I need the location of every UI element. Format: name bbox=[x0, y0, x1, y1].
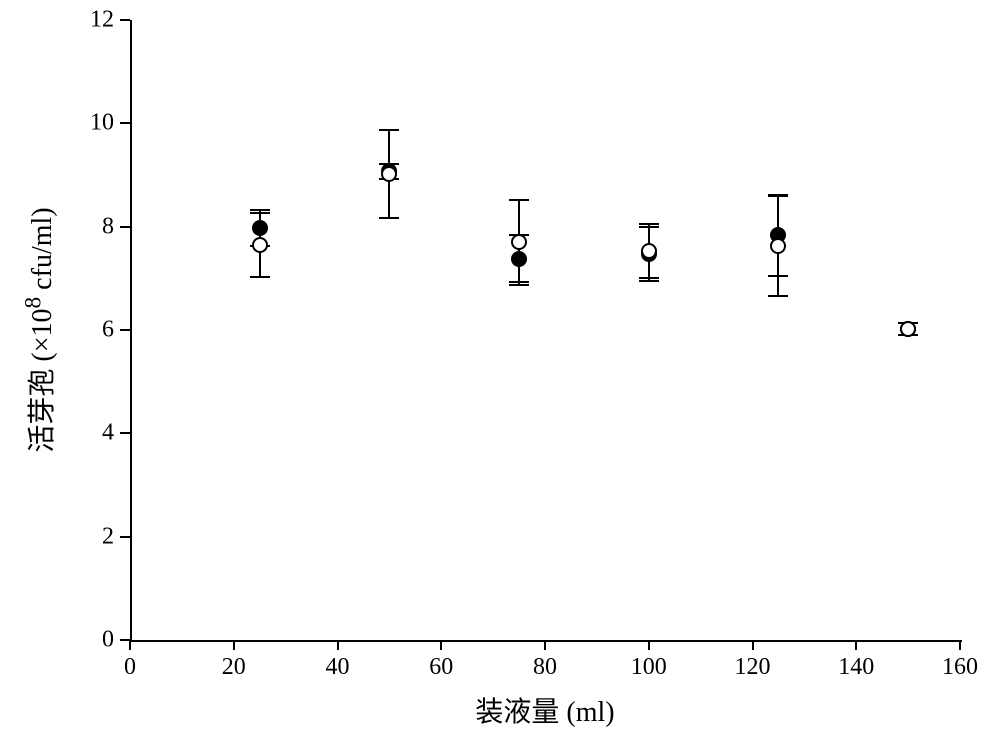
x-tick bbox=[855, 640, 857, 650]
x-tick bbox=[337, 640, 339, 650]
x-tick bbox=[440, 640, 442, 650]
x-tick-label: 0 bbox=[124, 654, 136, 681]
y-tick-label: 8 bbox=[82, 213, 114, 240]
y-axis-label: 活芽孢 (×108 cfu/ml) bbox=[20, 207, 60, 452]
x-tick-label: 20 bbox=[222, 654, 246, 681]
y-tick bbox=[120, 329, 130, 331]
x-tick bbox=[959, 640, 961, 650]
x-axis-label: 装液量 (ml) bbox=[475, 690, 614, 730]
y-tick-label: 0 bbox=[82, 627, 114, 654]
error-bar-cap bbox=[639, 280, 659, 282]
y-axis-label-text: 活芽孢 (×108 cfu/ml) bbox=[27, 207, 58, 452]
error-bar-cap bbox=[250, 276, 270, 278]
error-bar-cap bbox=[379, 217, 399, 219]
x-tick bbox=[129, 640, 131, 650]
data-point-open bbox=[252, 237, 268, 253]
data-point-open bbox=[381, 166, 397, 182]
error-bar-cap bbox=[639, 277, 659, 279]
x-tick-label: 80 bbox=[533, 654, 557, 681]
error-bar-cap bbox=[768, 295, 788, 297]
error-bar-cap bbox=[379, 129, 399, 131]
error-bar-cap bbox=[768, 195, 788, 197]
x-tick-label: 100 bbox=[631, 654, 667, 681]
y-tick bbox=[120, 122, 130, 124]
data-point-open bbox=[641, 243, 657, 259]
x-tick bbox=[233, 640, 235, 650]
y-tick bbox=[120, 19, 130, 21]
y-tick bbox=[120, 432, 130, 434]
x-tick bbox=[648, 640, 650, 650]
data-point-open bbox=[900, 321, 916, 337]
x-tick-label: 40 bbox=[326, 654, 350, 681]
error-bar-cap bbox=[509, 199, 529, 201]
y-tick bbox=[120, 536, 130, 538]
x-tick-label: 120 bbox=[735, 654, 771, 681]
error-bar-cap bbox=[639, 223, 659, 225]
y-tick bbox=[120, 639, 130, 641]
data-point-open bbox=[770, 238, 786, 254]
x-tick bbox=[752, 640, 754, 650]
x-tick-label: 160 bbox=[942, 654, 978, 681]
plot-area bbox=[130, 20, 962, 642]
y-tick-label: 6 bbox=[82, 317, 114, 344]
scatter-chart: 020406080100120140160024681012 装液量 (ml) … bbox=[0, 0, 1000, 742]
y-tick-label: 12 bbox=[82, 7, 114, 34]
y-tick-label: 4 bbox=[82, 420, 114, 447]
x-tick bbox=[544, 640, 546, 650]
error-bar-cap bbox=[250, 212, 270, 214]
y-tick-label: 2 bbox=[82, 523, 114, 550]
x-tick-label: 140 bbox=[838, 654, 874, 681]
y-tick bbox=[120, 226, 130, 228]
error-bar-cap bbox=[509, 284, 529, 286]
x-tick-label: 60 bbox=[429, 654, 453, 681]
data-point-open bbox=[511, 234, 527, 250]
y-tick-label: 10 bbox=[82, 110, 114, 137]
